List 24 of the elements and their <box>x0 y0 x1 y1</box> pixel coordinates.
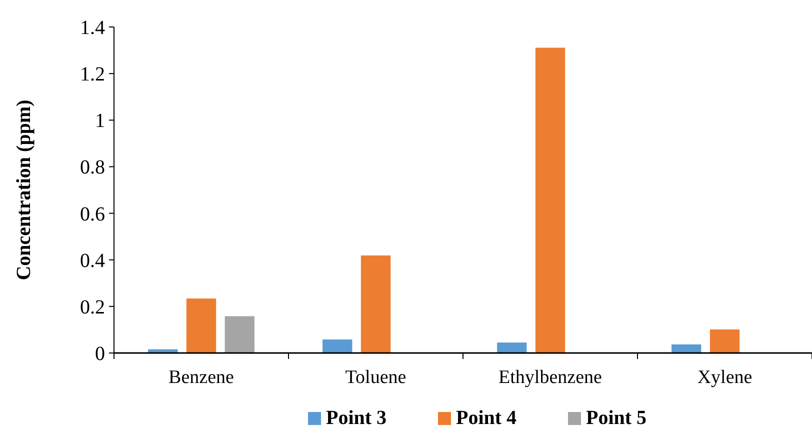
bar <box>710 329 740 353</box>
bar <box>535 48 566 353</box>
y-axis-title: Concentration (ppm) <box>13 100 35 280</box>
bar <box>224 316 254 353</box>
bar <box>672 344 702 353</box>
y-tick-label: 0.6 <box>80 203 105 226</box>
x-tick-label: Benzene <box>168 367 234 388</box>
legend-label: Point 4 <box>456 407 517 429</box>
y-tick-label: 1 <box>95 110 105 132</box>
y-tick-label: 0.4 <box>80 250 105 272</box>
y-tick-label: 0.2 <box>80 296 105 318</box>
bar <box>497 342 527 353</box>
x-tick-label: Xylene <box>697 367 752 388</box>
bar <box>360 255 391 353</box>
y-tick-label: 0.8 <box>80 156 105 179</box>
x-tick-label: Ethylbenzene <box>498 367 602 388</box>
y-tick-label: 1.4 <box>80 17 105 39</box>
bar <box>186 298 216 353</box>
x-tick-label: Toluene <box>345 367 406 388</box>
y-tick-label: 1.2 <box>80 64 105 86</box>
bar <box>322 339 352 353</box>
legend-label: Point 5 <box>586 407 647 429</box>
legend-label: Point 3 <box>326 407 387 429</box>
y-tick-label: 0 <box>95 343 105 365</box>
